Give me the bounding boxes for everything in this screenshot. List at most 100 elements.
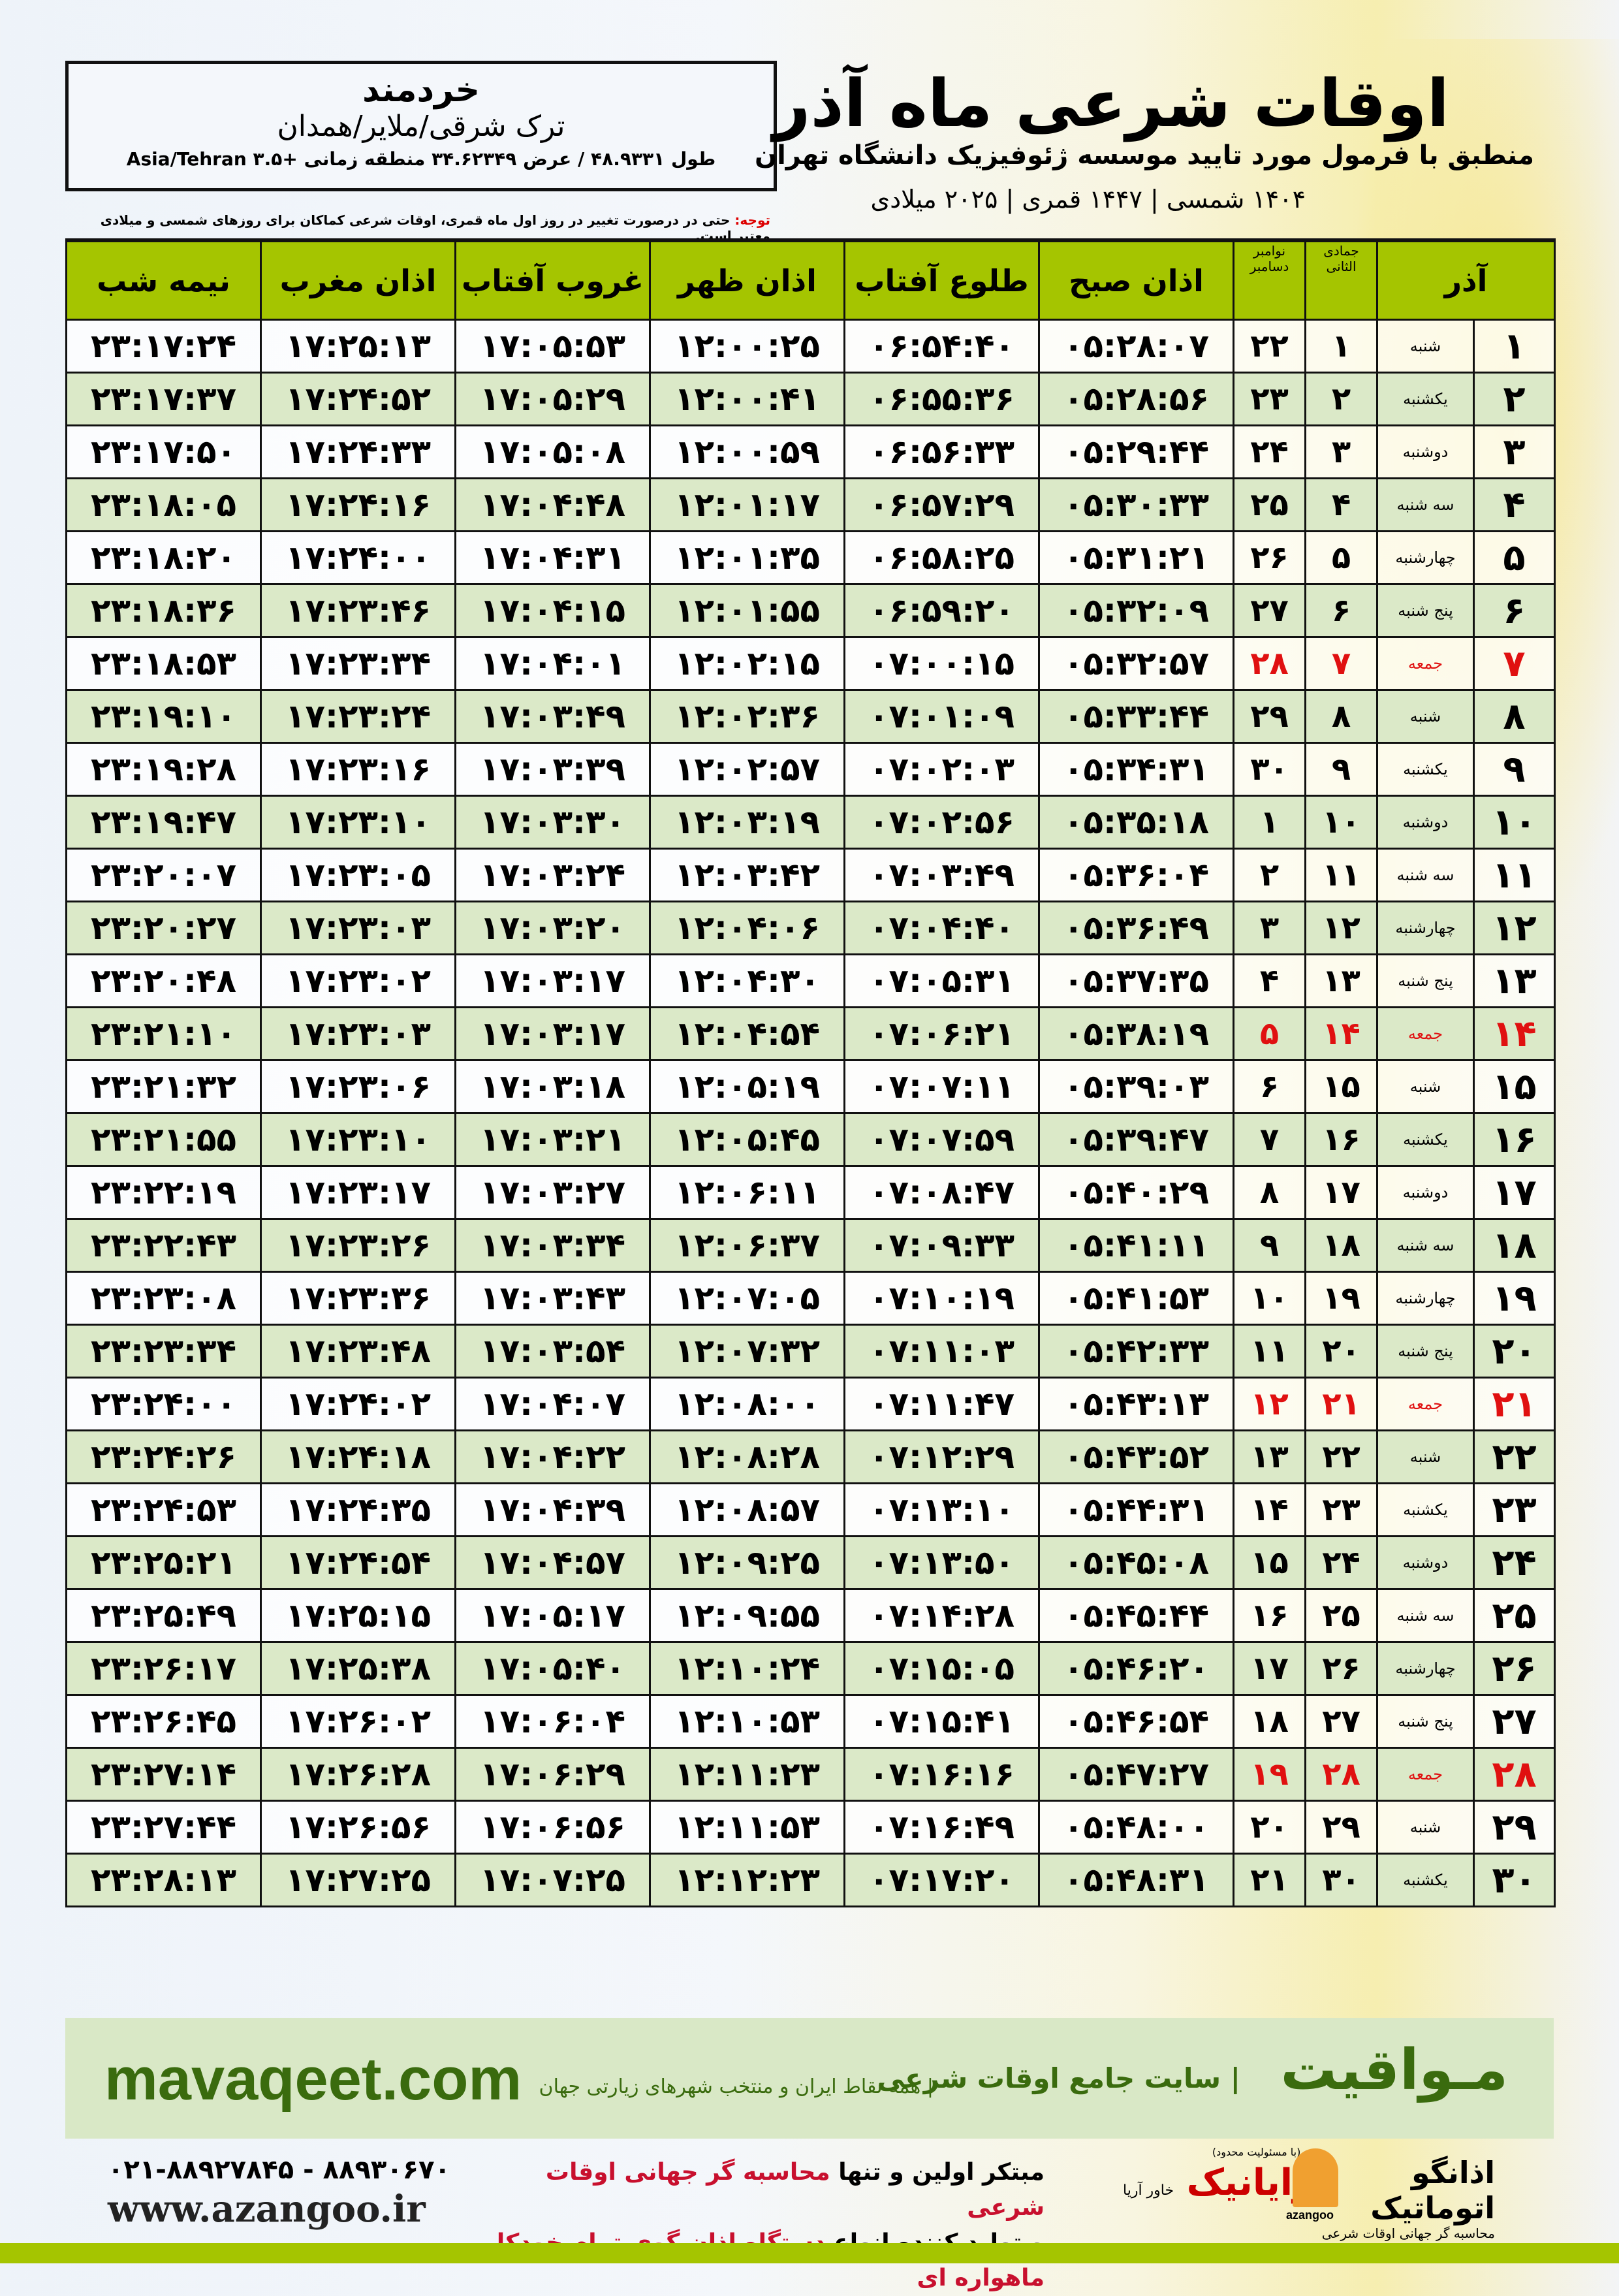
hijri-day: ۲۱ [1304, 1377, 1378, 1431]
table-row: ۱۱ سه شنبه ۱۱ ۲ ۰۵:۳۶:۰۴ ۰۷:۰۳:۴۹ ۱۲:۰۳:۴۲ ۱۷:۰… [65, 848, 1556, 902]
hijri-day: ۵ [1304, 530, 1378, 585]
azangoo-name: اذانگو اتوماتیک [1370, 2155, 1495, 2225]
maghrib-time: ۱۷:۲۳:۰۶ [260, 1059, 456, 1114]
day-number: ۲۴ [1473, 1535, 1556, 1590]
table-row: ۲۶ چهارشنبه ۲۶ ۱۷ ۰۵:۴۶:۲۰ ۰۷:۱۵:۰۵ ۱۲:۱۰:۲۴ ۱۷… [65, 1641, 1556, 1696]
fajr-time: ۰۵:۳۲:۵۷ [1038, 636, 1234, 691]
table-row: ۶ پنج شنبه ۶ ۲۷ ۰۵:۳۲:۰۹ ۰۶:۵۹:۲۰ ۱۲:۰۱:۵۵ ۱۷:۰… [65, 583, 1556, 638]
dhuhr-time: ۱۲:۰۱:۱۷ [649, 477, 845, 532]
rayanik-side: خاور آریا [1123, 2182, 1174, 2199]
table-row: ۱۶ یکشنبه ۱۶ ۷ ۰۵:۳۹:۴۷ ۰۷:۰۷:۵۹ ۱۲:۰۵:۴۵ ۱۷:۰۳… [65, 1112, 1556, 1167]
midnight-time: ۲۳:۲۲:۴۳ [65, 1218, 262, 1273]
azangoo-url[interactable]: www.azangoo.ir [108, 2188, 426, 2231]
gregorian-day: ۲۴ [1233, 424, 1306, 479]
sunset-time: ۱۷:۰۳:۲۴ [454, 848, 651, 902]
midnight-time: ۲۳:۲۰:۴۸ [65, 953, 262, 1008]
fajr-time: ۰۵:۴۷:۲۷ [1038, 1747, 1234, 1802]
table-row: ۹ یکشنبه ۹ ۳۰ ۰۵:۳۴:۳۱ ۰۷:۰۲:۰۳ ۱۲:۰۲:۵۷ ۱۷:۰۳:… [65, 742, 1556, 797]
dhuhr-time: ۱۲:۰۳:۱۹ [649, 795, 845, 850]
weekday: یکشنبه [1375, 1853, 1475, 1907]
weekday: سه شنبه [1375, 1588, 1475, 1643]
sunset-time: ۱۷:۰۴:۳۱ [454, 530, 651, 585]
sunset-time: ۱۷:۰۶:۰۴ [454, 1694, 651, 1749]
sunset-time: ۱۷:۰۶:۵۶ [454, 1800, 651, 1855]
sunrise-time: ۰۷:۰۰:۱۵ [843, 636, 1040, 691]
maghrib-time: ۱۷:۲۳:۰۲ [260, 953, 456, 1008]
sunset-time: ۱۷:۰۴:۰۱ [454, 636, 651, 691]
sunset-time: ۱۷:۰۳:۱۷ [454, 1006, 651, 1061]
sunrise-time: ۰۷:۰۸:۴۷ [843, 1165, 1040, 1220]
gregorian-day: ۲۸ [1233, 636, 1306, 691]
sunrise-time: ۰۷:۰۷:۵۹ [843, 1112, 1040, 1167]
fajr-time: ۰۵:۴۶:۲۰ [1038, 1641, 1234, 1696]
table-row: ۱۷ دوشنبه ۱۷ ۸ ۰۵:۴۰:۲۹ ۰۷:۰۸:۴۷ ۱۲:۰۶:۱۱ ۱۷:۰۳… [65, 1165, 1556, 1220]
hijri-day: ۱۵ [1304, 1059, 1378, 1114]
hijri-day: ۲۹ [1304, 1800, 1378, 1855]
midnight-time: ۲۳:۲۰:۲۷ [65, 901, 262, 955]
fajr-time: ۰۵:۲۸:۵۶ [1038, 372, 1234, 426]
day-number: ۱۱ [1473, 848, 1556, 902]
weekday: دوشنبه [1375, 1535, 1475, 1590]
gregorian-day: ۱۵ [1233, 1535, 1306, 1590]
midnight-time: ۲۳:۱۷:۵۰ [65, 424, 262, 479]
fajr-time: ۰۵:۴۳:۱۳ [1038, 1377, 1234, 1431]
promo-text: مبتکر اولین و تنها محاسبه گر جهانی اوقات… [470, 2155, 1045, 2296]
weekday: دوشنبه [1375, 1165, 1475, 1220]
hijri-day: ۲۶ [1304, 1641, 1378, 1696]
sunrise-time: ۰۷:۱۳:۵۰ [843, 1535, 1040, 1590]
mavaqeet-banner[interactable]: mavaqeet.com مـواقیت | سایت جامع اوقات ش… [65, 2018, 1554, 2139]
day-number: ۸ [1473, 689, 1556, 744]
rayanik-small: (با مسئولیت محدود) [1212, 2146, 1301, 2158]
dhuhr-time: ۱۲:۰۸:۲۸ [649, 1429, 845, 1484]
sunrise-time: ۰۷:۱۳:۱۰ [843, 1482, 1040, 1537]
site-url[interactable]: mavaqeet.com [104, 2046, 522, 2113]
bottom-bar [0, 2243, 1619, 2263]
weekday: پنج شنبه [1375, 953, 1475, 1008]
gregorian-day: ۲۲ [1233, 319, 1306, 374]
weekday: شنبه [1375, 1429, 1475, 1484]
day-number: ۶ [1473, 583, 1556, 638]
maghrib-time: ۱۷:۲۳:۲۴ [260, 689, 456, 744]
region-name: ترک شرقی/ملایر/همدان [277, 110, 565, 143]
fajr-time: ۰۵:۴۸:۰۰ [1038, 1800, 1234, 1855]
sunset-time: ۱۷:۰۳:۵۴ [454, 1324, 651, 1379]
sunrise-time: ۰۷:۱۵:۰۵ [843, 1641, 1040, 1696]
gregorian-day: ۱۸ [1233, 1694, 1306, 1749]
sunset-time: ۱۷:۰۳:۲۰ [454, 901, 651, 955]
midnight-time: ۲۳:۲۵:۲۱ [65, 1535, 262, 1590]
sunset-time: ۱۷:۰۳:۲۱ [454, 1112, 651, 1167]
dhuhr-time: ۱۲:۰۹:۵۵ [649, 1588, 845, 1643]
maghrib-time: ۱۷:۲۴:۳۵ [260, 1482, 456, 1537]
sunrise-time: ۰۷:۱۷:۲۰ [843, 1853, 1040, 1907]
weekday: یکشنبه [1375, 742, 1475, 797]
maghrib-time: ۱۷:۲۴:۱۸ [260, 1429, 456, 1484]
maghrib-time: ۱۷:۲۵:۱۳ [260, 319, 456, 374]
dhuhr-time: ۱۲:۰۳:۴۲ [649, 848, 845, 902]
sunrise-time: ۰۷:۱۶:۱۶ [843, 1747, 1040, 1802]
maghrib-time: ۱۷:۲۳:۳۶ [260, 1271, 456, 1326]
gregorian-day: ۲ [1233, 848, 1306, 902]
col-fajr: اذان صبح [1038, 238, 1234, 321]
midnight-time: ۲۳:۲۸:۱۳ [65, 1853, 262, 1907]
sunset-time: ۱۷:۰۵:۲۹ [454, 372, 651, 426]
gregorian-day: ۲۳ [1233, 372, 1306, 426]
sunrise-time: ۰۷:۱۴:۲۸ [843, 1588, 1040, 1643]
fajr-time: ۰۵:۴۰:۲۹ [1038, 1165, 1234, 1220]
midnight-time: ۲۳:۲۱:۱۰ [65, 1006, 262, 1061]
day-number: ۲ [1473, 372, 1556, 426]
sunset-time: ۱۷:۰۳:۱۷ [454, 953, 651, 1008]
gregorian-day: ۳ [1233, 901, 1306, 955]
table-row: ۲۷ پنج شنبه ۲۷ ۱۸ ۰۵:۴۶:۵۴ ۰۷:۱۵:۴۱ ۱۲:۱۰:۵۳ ۱۷… [65, 1694, 1556, 1749]
table-row: ۳۰ یکشنبه ۳۰ ۲۱ ۰۵:۴۸:۳۱ ۰۷:۱۷:۲۰ ۱۲:۱۲:۲۳ ۱۷:۰… [65, 1853, 1556, 1907]
dhuhr-time: ۱۲:۰۴:۳۰ [649, 953, 845, 1008]
weekday: یکشنبه [1375, 372, 1475, 426]
col-gregorian: نوامبر دسامبر [1233, 238, 1306, 321]
city-name: خردمند [362, 71, 480, 110]
sunset-time: ۱۷:۰۷:۲۵ [454, 1853, 651, 1907]
sunset-time: ۱۷:۰۳:۴۳ [454, 1271, 651, 1326]
dhuhr-time: ۱۲:۰۹:۲۵ [649, 1535, 845, 1590]
azangoo-sub: محاسبه گر جهانی اوقات شرعی [1321, 2225, 1495, 2241]
day-number: ۱۲ [1473, 901, 1556, 955]
sunrise-time: ۰۶:۵۸:۲۵ [843, 530, 1040, 585]
fajr-time: ۰۵:۴۱:۱۱ [1038, 1218, 1234, 1273]
